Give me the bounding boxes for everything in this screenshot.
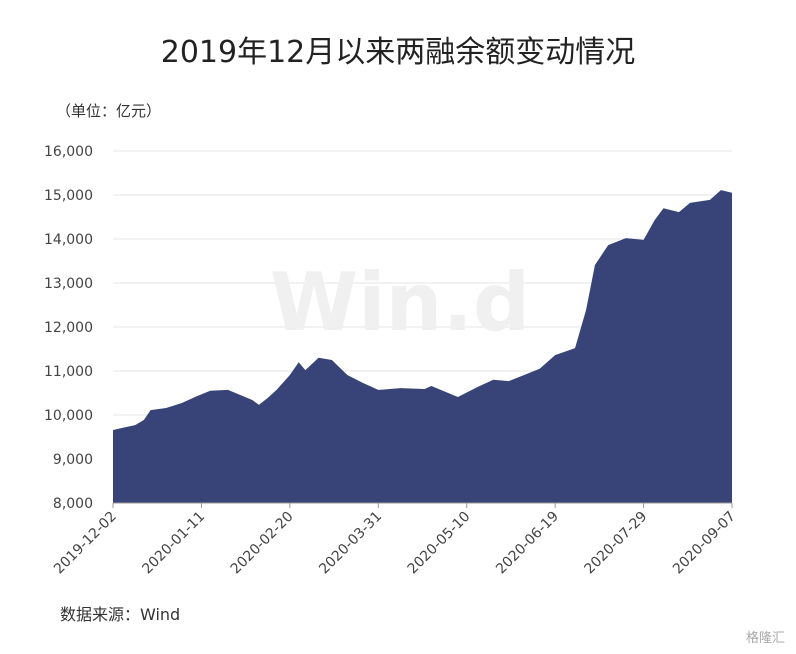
x-tick-label: 2020-06-19 (493, 509, 562, 578)
logo: 格隆汇 (746, 630, 785, 646)
y-tick-label: 14,000 (44, 232, 93, 248)
x-tick-label: 2019-12-02 (51, 509, 120, 578)
x-tick-label: 2020-03-31 (316, 509, 385, 578)
y-tick-label: 11,000 (44, 364, 93, 380)
x-tick-label: 2020-01-11 (139, 509, 208, 578)
y-tick-label: 16,000 (44, 144, 93, 160)
x-tick-label: 2020-07-29 (582, 509, 651, 578)
unit-label: （单位：亿元） (56, 102, 161, 120)
x-tick-label: 2020-05-10 (405, 509, 474, 578)
y-tick-label: 15,000 (44, 188, 93, 204)
source: 数据来源：Wind (60, 605, 180, 624)
y-tick-label: 9,000 (53, 452, 93, 468)
x-tick-label: 2020-02-20 (228, 509, 297, 578)
area (113, 190, 732, 503)
chart-title: 2019年12月以来两融余额变动情况 (161, 35, 636, 70)
y-tick-label: 13,000 (44, 276, 93, 292)
y-tick-label: 8,000 (53, 496, 93, 512)
y-tick-label: 12,000 (44, 320, 93, 336)
x-tick-label: 2020-09-07 (670, 509, 739, 578)
watermark: Win.d (270, 256, 530, 349)
y-tick-label: 10,000 (44, 408, 93, 424)
